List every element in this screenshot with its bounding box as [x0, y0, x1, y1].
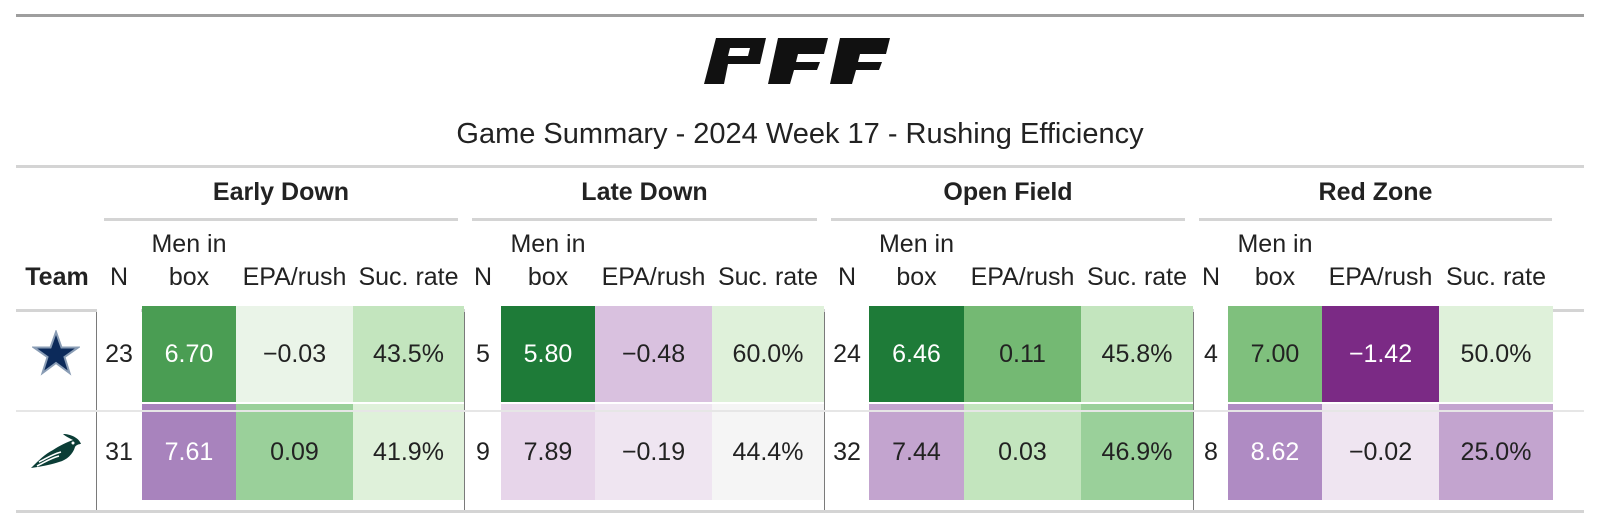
page-title: Game Summary - 2024 Week 17 - Rushing Ef…: [456, 118, 1144, 150]
cowboys-star-icon: [16, 306, 96, 402]
cell-suc-rate: 46.9%: [1081, 404, 1193, 500]
cell-men-in-box: 7.89: [501, 404, 595, 500]
cell-epa-rush: 0.09: [236, 404, 353, 500]
group-header: Late Down: [581, 178, 708, 206]
cell-epa-rush: 0.03: [964, 404, 1081, 500]
cell-epa-rush: −1.42: [1322, 306, 1439, 402]
cell-epa-rush: −0.48: [595, 306, 712, 402]
cell-epa-rush: −0.03: [236, 306, 353, 402]
group-rule: [831, 218, 1185, 221]
cell-men-in-box: 5.80: [501, 306, 595, 402]
column-header-epa-rush: EPA/rush: [242, 263, 347, 291]
column-header-suc-rate: Suc. rate: [1086, 263, 1188, 291]
column-header-n: N: [109, 263, 129, 291]
column-header-suc-rate: Suc. rate: [717, 263, 819, 291]
pff-logo: [704, 38, 890, 84]
cell-n: 4: [1194, 306, 1228, 402]
column-header-men-in-box: Men in: [878, 230, 955, 258]
cell-suc-rate: 50.0%: [1439, 306, 1553, 402]
column-header-men-in-box: box: [168, 263, 210, 291]
cell-men-in-box: 8.62: [1228, 404, 1322, 500]
cell-suc-rate: 60.0%: [712, 306, 824, 402]
column-header-epa-rush: EPA/rush: [970, 263, 1075, 291]
cell-n: 32: [825, 404, 869, 500]
group-header: Red Zone: [1318, 178, 1433, 206]
cell-men-in-box: 7.00: [1228, 306, 1322, 402]
cell-n: 8: [1194, 404, 1228, 500]
top-rule: [16, 14, 1584, 17]
column-header-n: N: [837, 263, 857, 291]
cell-suc-rate: 43.5%: [353, 306, 464, 402]
column-header-suc-rate: Suc. rate: [1445, 263, 1547, 291]
column-header-men-in-box: Men in: [1237, 230, 1313, 258]
cell-n: 5: [465, 306, 501, 402]
column-header-n: N: [473, 263, 493, 291]
eagles-head-icon: [16, 404, 96, 500]
group-header: Open Field: [943, 178, 1073, 206]
cell-n: 9: [465, 404, 501, 500]
group-rule: [104, 218, 458, 221]
column-header-epa-rush: EPA/rush: [1328, 263, 1433, 291]
group-header: Early Down: [212, 178, 350, 206]
column-header-team: Team: [25, 263, 89, 291]
cell-epa-rush: 0.11: [964, 306, 1081, 402]
column-header-n: N: [1201, 263, 1221, 291]
cell-suc-rate: 44.4%: [712, 404, 824, 500]
row-separator: [16, 410, 1584, 412]
column-header-men-in-box: Men in: [510, 230, 586, 258]
cell-n: 23: [97, 306, 141, 402]
cell-n: 31: [97, 404, 141, 500]
group-rule: [472, 218, 817, 221]
group-rule: [1199, 218, 1552, 221]
cell-n: 24: [825, 306, 869, 402]
column-header-men-in-box: Men in: [151, 230, 227, 258]
cell-epa-rush: −0.19: [595, 404, 712, 500]
cell-suc-rate: 45.8%: [1081, 306, 1193, 402]
column-header-men-in-box: box: [527, 263, 569, 291]
cell-men-in-box: 6.46: [869, 306, 964, 402]
column-header-men-in-box: box: [896, 263, 937, 291]
bottom-rule: [16, 510, 1584, 513]
column-header-suc-rate: Suc. rate: [358, 263, 459, 291]
cell-epa-rush: −0.02: [1322, 404, 1439, 500]
cell-suc-rate: 41.9%: [353, 404, 464, 500]
cell-men-in-box: 7.44: [869, 404, 964, 500]
cell-men-in-box: 7.61: [142, 404, 236, 500]
title-rule: [16, 165, 1584, 168]
column-header-men-in-box: box: [1254, 263, 1296, 291]
cell-suc-rate: 25.0%: [1439, 404, 1553, 500]
column-header-epa-rush: EPA/rush: [601, 263, 706, 291]
cell-men-in-box: 6.70: [142, 306, 236, 402]
